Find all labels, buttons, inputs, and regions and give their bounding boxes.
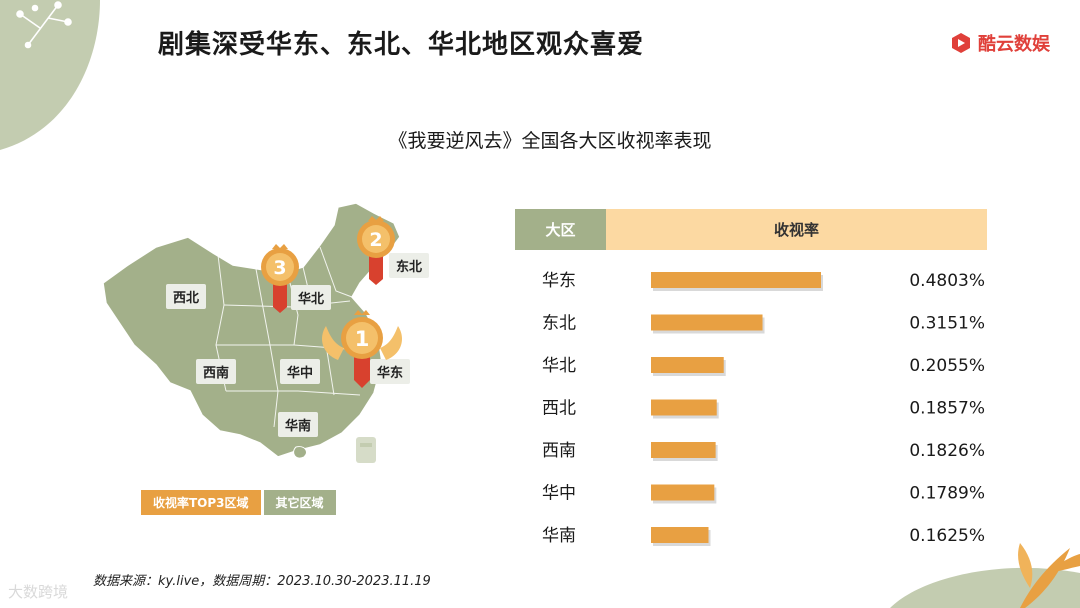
rank-badge-first: 1	[322, 310, 402, 388]
rank-number-second: 2	[369, 229, 382, 251]
header-region: 大区	[515, 209, 606, 250]
value-label: 0.1625%	[909, 526, 985, 546]
value-label: 0.1857%	[909, 399, 985, 419]
legend-other: 其它区域	[263, 490, 336, 515]
brand-logo: 酷云数娱	[950, 30, 1050, 56]
bar	[651, 527, 709, 543]
category-label: 西南	[542, 441, 576, 461]
table-header: 大区 收视率	[515, 209, 987, 250]
chart-subtitle: 《我要逆风去》全国各大区收视率表现	[388, 130, 712, 152]
category-label: 西北	[542, 399, 576, 419]
data-source-note: 数据来源：ky.live，数据周期：2023.10.30-2023.11.19	[93, 574, 431, 589]
legend-top3: 收视率TOP3区域	[141, 490, 261, 515]
bar	[651, 399, 717, 416]
rank-badge-second: 2	[357, 216, 395, 285]
rank-number-third: 3	[273, 257, 286, 279]
value-label: 0.4803%	[909, 271, 985, 291]
value-label: 0.3151%	[909, 314, 985, 334]
page-title: 剧集深受华东、东北、华北地区观众喜爱	[158, 30, 645, 60]
map-label-xibei: 西北	[166, 284, 207, 309]
value-label: 0.1789%	[909, 484, 985, 504]
category-label: 华南	[542, 526, 576, 546]
leaf-decoration-bottom-right	[890, 543, 1080, 608]
bar	[651, 272, 821, 288]
map-legend: 收视率TOP3区域 其它区域	[141, 490, 336, 515]
leaf-decoration-top-left	[0, 0, 100, 150]
map-label-dongbei: 东北	[389, 253, 430, 278]
watermark: 大数跨境	[8, 583, 69, 601]
category-label: 华北	[542, 356, 576, 376]
rating-bar-chart: 华东 0.4803% 东北 0.3151% 华北 0.2055% 西北 0.1857% 西南 0.…	[542, 271, 985, 546]
rank-number-first: 1	[355, 327, 370, 351]
map-label-huazhong: 华中	[280, 359, 321, 384]
bar	[651, 357, 724, 373]
map-label-huanan: 华南	[278, 412, 319, 437]
brand-logo-icon	[952, 33, 970, 53]
rank-badge-third: 3	[261, 244, 299, 313]
category-label: 华东	[542, 271, 576, 291]
value-label: 0.2055%	[909, 356, 985, 376]
header-rating: 收视率	[606, 209, 987, 250]
brand-name: 酷云数娱	[978, 34, 1050, 55]
bar	[651, 442, 716, 458]
map-label-xinan: 西南	[196, 359, 237, 384]
map-label-huabei: 华北	[291, 285, 332, 310]
bar	[651, 314, 763, 331]
china-region-map: 西北 华北 东北 西南 华中 华东 华南 3 2 1	[98, 195, 443, 475]
china-map-shape	[102, 202, 401, 463]
category-label: 东北	[542, 314, 576, 334]
category-label: 华中	[542, 484, 576, 504]
value-label: 0.1826%	[909, 441, 985, 461]
bar	[651, 484, 715, 501]
map-label-huadong: 华东	[370, 359, 411, 384]
